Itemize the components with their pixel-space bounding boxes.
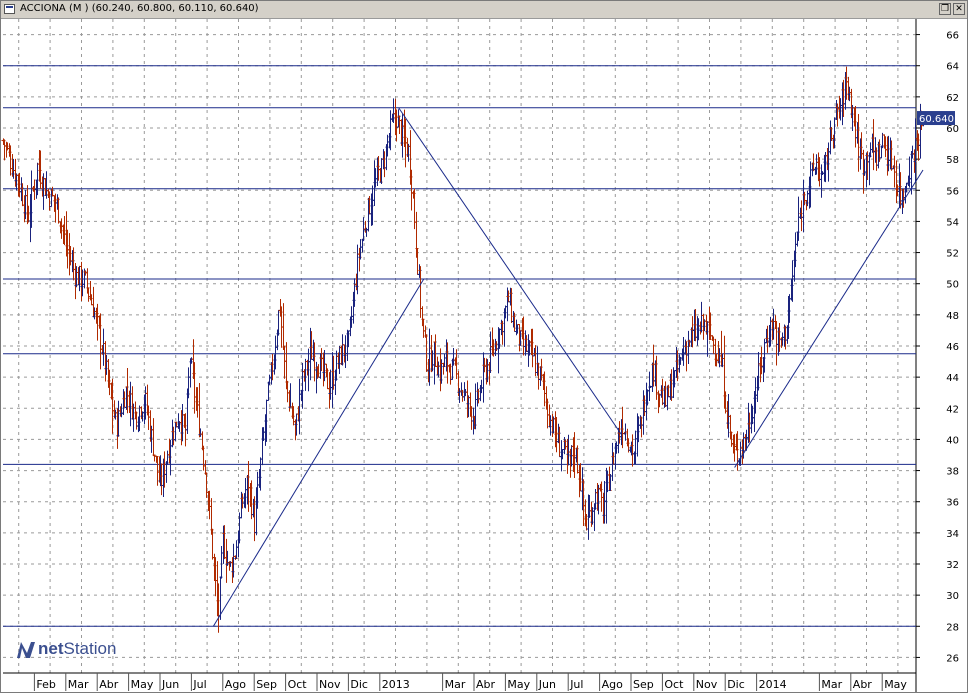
last-price-tag: [917, 111, 955, 126]
x-tick-label: Nov: [319, 678, 341, 691]
x-tick-label: Jun: [538, 678, 556, 691]
trendline[interactable]: [734, 169, 924, 468]
y-tick-label: 30: [946, 591, 959, 602]
y-tick-label: 58: [946, 155, 959, 166]
netstation-logo-text: netStation: [38, 639, 117, 658]
x-tick-label: Sep: [256, 678, 277, 691]
x-tick-label: 2014: [759, 678, 787, 691]
y-tick-label: 48: [946, 311, 959, 322]
x-tick-label: Jul: [569, 678, 583, 691]
x-tick-label: Nov: [696, 678, 718, 691]
x-tick-label: May: [131, 678, 154, 691]
netstation-logo-icon: [17, 642, 35, 658]
x-tick-label: Abr: [476, 678, 496, 691]
window-title: ACCIONA (M ) (60.240, 60.800, 60.110, 60…: [20, 3, 259, 14]
last-price-label: 60.640: [919, 114, 954, 125]
y-tick-label: 56: [946, 186, 959, 197]
y-tick-label: 64: [946, 62, 959, 73]
y-tick-label: 60: [946, 124, 959, 135]
x-tick-label: Abr: [853, 678, 873, 691]
y-tick-label: 42: [946, 404, 959, 415]
y-tick-label: 40: [946, 435, 959, 446]
x-tick-label: Ago: [225, 678, 247, 691]
y-tick-label: 62: [946, 93, 959, 104]
x-tick-label: Oct: [664, 678, 684, 691]
x-tick-label: Jul: [192, 678, 206, 691]
y-tick-label: 32: [946, 560, 959, 571]
x-tick-label: Dic: [727, 678, 745, 691]
x-tick-label: Mar: [68, 678, 89, 691]
x-tick-label: Jun: [161, 678, 179, 691]
trendline[interactable]: [212, 278, 425, 627]
y-tick-label: 52: [946, 249, 959, 260]
close-icon[interactable]: ✕: [953, 3, 965, 15]
y-tick-label: 26: [946, 653, 959, 664]
x-tick-label: Feb: [36, 678, 55, 691]
y-tick-label: 36: [946, 498, 959, 509]
x-tick-label: May: [884, 678, 907, 691]
x-tick-label: Abr: [99, 678, 119, 691]
x-tick-label: Oct: [288, 678, 308, 691]
y-tick-label: 38: [946, 467, 959, 478]
y-tick-label: 28: [946, 622, 959, 633]
x-tick-label: Mar: [821, 678, 842, 691]
x-tick-label: Ago: [602, 678, 624, 691]
x-tick-label: May: [507, 678, 530, 691]
y-tick-label: 54: [946, 217, 959, 228]
y-tick-label: 44: [946, 373, 959, 384]
y-tick-label: 34: [946, 529, 959, 540]
x-tick-label: Mar: [445, 678, 466, 691]
x-tick-label: 2013: [382, 678, 410, 691]
trendline[interactable]: [398, 107, 622, 436]
x-tick-label: Sep: [633, 678, 654, 691]
y-tick-label: 50: [946, 280, 959, 291]
y-tick-label: 66: [946, 31, 959, 42]
chart-window-icon: [4, 4, 15, 14]
y-tick-label: 46: [946, 342, 959, 353]
x-tick-label: Dic: [350, 678, 368, 691]
restore-icon[interactable]: ❐: [939, 3, 951, 15]
price-chart[interactable]: 26 28 30 32 34 36 38 40 42 44 46 48 50 52 54 56 58 60 62 64…: [1, 19, 967, 692]
title-bar[interactable]: ACCIONA (M ) (60.240, 60.800, 60.110, 60…: [1, 1, 967, 19]
